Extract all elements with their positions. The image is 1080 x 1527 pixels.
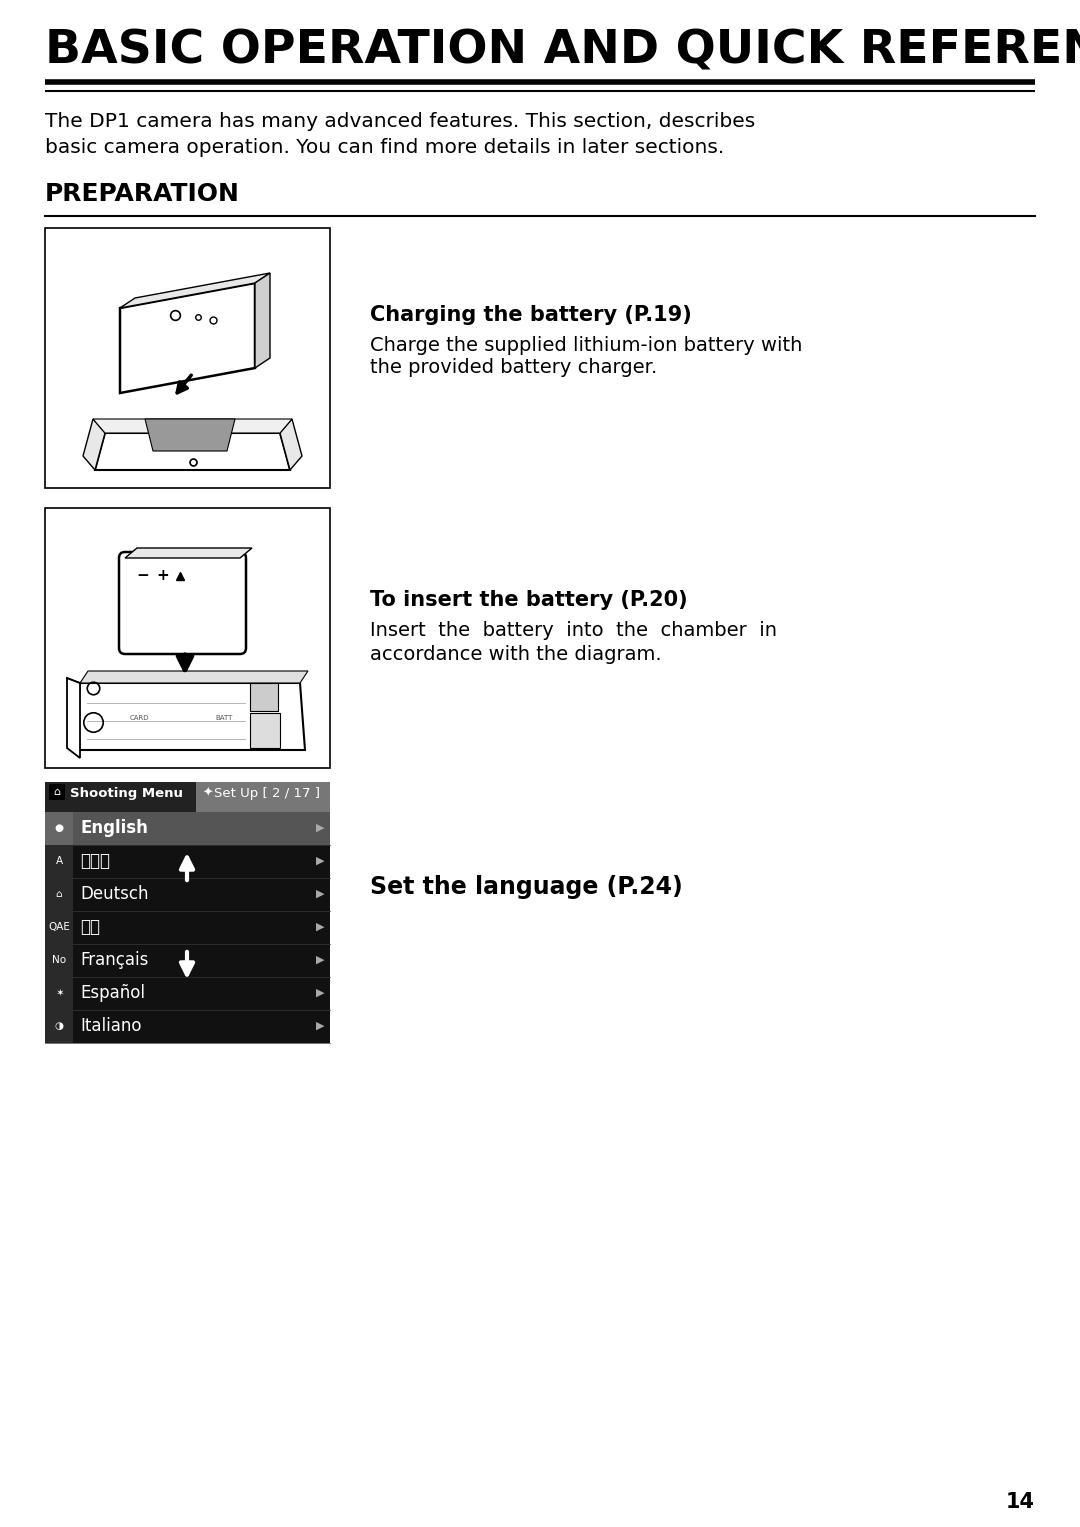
Bar — [45, 508, 330, 768]
Bar — [45, 844, 330, 878]
Text: +: + — [157, 568, 170, 583]
Polygon shape — [80, 670, 308, 683]
Bar — [45, 912, 73, 944]
Polygon shape — [145, 418, 235, 450]
Text: BATT: BATT — [215, 715, 232, 721]
Text: ▶: ▶ — [315, 922, 324, 931]
Text: Italiano: Italiano — [80, 1017, 141, 1035]
Polygon shape — [75, 683, 305, 750]
Bar — [45, 977, 73, 1009]
Text: English: English — [80, 818, 148, 837]
Text: −: − — [137, 568, 149, 583]
Text: ▶: ▶ — [315, 823, 324, 834]
Bar — [45, 878, 330, 912]
Text: No: No — [52, 954, 66, 965]
Polygon shape — [280, 418, 302, 470]
Bar — [45, 878, 73, 912]
Text: ▶: ▶ — [315, 857, 324, 866]
Text: Français: Français — [80, 951, 148, 970]
Text: ✦: ✦ — [202, 786, 213, 800]
Text: 日本語: 日本語 — [80, 852, 110, 870]
Text: 中文: 中文 — [80, 918, 100, 936]
Text: ◑: ◑ — [54, 1022, 64, 1031]
Polygon shape — [125, 548, 252, 557]
Text: CARD: CARD — [130, 715, 149, 721]
Text: A: A — [55, 857, 63, 866]
Text: ▶: ▶ — [315, 954, 324, 965]
Polygon shape — [95, 434, 291, 470]
Bar — [45, 228, 330, 489]
FancyBboxPatch shape — [119, 551, 246, 654]
Text: ✶: ✶ — [55, 988, 64, 999]
Text: ▶: ▶ — [315, 889, 324, 899]
Polygon shape — [67, 678, 80, 757]
Text: The DP1 camera has many advanced features. This section, describes: The DP1 camera has many advanced feature… — [45, 111, 755, 131]
Text: 14: 14 — [1005, 1492, 1035, 1512]
Text: Set Up [ 2 / 17 ]: Set Up [ 2 / 17 ] — [214, 786, 320, 800]
Bar — [45, 844, 73, 878]
Bar — [197, 782, 330, 812]
Bar — [45, 944, 330, 977]
Text: Deutsch: Deutsch — [80, 886, 149, 902]
Polygon shape — [120, 273, 270, 308]
Text: the provided battery charger.: the provided battery charger. — [370, 357, 658, 377]
Bar — [249, 683, 278, 712]
Text: To insert the battery (P.20): To insert the battery (P.20) — [370, 589, 688, 609]
Text: Charge the supplied lithium-ion battery with: Charge the supplied lithium-ion battery … — [370, 336, 802, 354]
Polygon shape — [93, 418, 292, 434]
Text: ▶: ▶ — [315, 988, 324, 999]
Text: ▶: ▶ — [315, 1022, 324, 1031]
Text: ⌂: ⌂ — [56, 889, 63, 899]
Text: Shooting Menu: Shooting Menu — [70, 786, 183, 800]
Text: BASIC OPERATION AND QUICK REFERENCE: BASIC OPERATION AND QUICK REFERENCE — [45, 27, 1080, 73]
Polygon shape — [120, 282, 255, 392]
Text: Insert  the  battery  into  the  chamber  in: Insert the battery into the chamber in — [370, 621, 777, 640]
Polygon shape — [255, 273, 270, 368]
Bar — [45, 782, 197, 812]
Bar — [45, 1009, 330, 1043]
Polygon shape — [83, 418, 105, 470]
Text: PREPARATION: PREPARATION — [45, 182, 240, 206]
Text: Charging the battery (P.19): Charging the battery (P.19) — [370, 305, 692, 325]
Text: accordance with the diagram.: accordance with the diagram. — [370, 644, 662, 664]
Text: Español: Español — [80, 983, 145, 1002]
Bar — [45, 977, 330, 1009]
Text: ⌂: ⌂ — [53, 786, 60, 797]
Bar — [45, 1009, 73, 1043]
Text: ●: ● — [54, 823, 64, 834]
Text: QAE: QAE — [49, 922, 70, 931]
Bar — [45, 912, 330, 944]
Text: Set the language (P.24): Set the language (P.24) — [370, 875, 683, 899]
Bar — [45, 812, 73, 844]
Bar — [45, 944, 73, 977]
Bar — [249, 713, 280, 748]
Text: basic camera operation. You can find more details in later sections.: basic camera operation. You can find mor… — [45, 137, 725, 157]
Bar — [45, 812, 330, 844]
